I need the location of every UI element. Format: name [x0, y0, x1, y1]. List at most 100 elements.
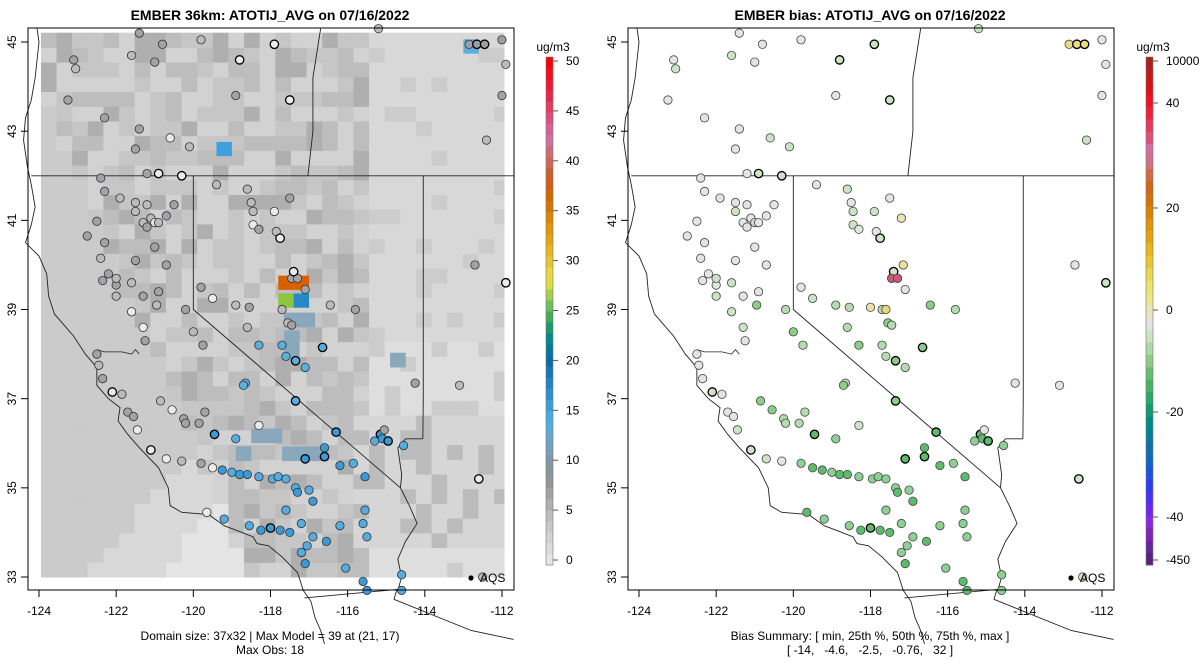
observation-point	[398, 440, 409, 451]
grid-cell	[290, 165, 308, 181]
grid-cell	[494, 444, 505, 460]
grid-cell	[353, 120, 370, 137]
observation-point	[331, 427, 341, 437]
grid-cell	[306, 474, 323, 490]
grid-cell	[337, 415, 354, 431]
grid-cell	[40, 562, 58, 578]
grid-cell	[462, 91, 479, 107]
colorbar-segment	[546, 189, 553, 202]
grid-cell	[462, 562, 479, 578]
grid-cell	[40, 135, 58, 151]
grid-cell	[134, 179, 151, 196]
grid-cell	[259, 400, 276, 416]
grid-cell	[40, 415, 58, 431]
bias-point	[734, 28, 744, 38]
grid-cell	[103, 341, 120, 357]
grid-cell	[40, 532, 58, 549]
grid-cell	[244, 62, 261, 78]
grid-cell	[494, 253, 505, 269]
grid-cell	[212, 444, 229, 460]
grid-cell	[400, 47, 417, 63]
grid-cell	[290, 76, 308, 93]
grid-cell	[134, 371, 151, 387]
state-boundary	[997, 438, 1023, 591]
grid-cell	[259, 547, 276, 563]
bias-point	[979, 425, 989, 435]
grid-cell	[72, 91, 89, 107]
colorbar-tick-label: -20	[1166, 405, 1184, 419]
colorbar-segment	[546, 410, 553, 422]
bias-point	[769, 200, 779, 210]
grid-cell	[275, 562, 292, 578]
grid-cell	[197, 488, 214, 504]
grid-cell	[197, 444, 214, 460]
grid-cell	[181, 91, 198, 107]
grid-cell	[494, 194, 505, 210]
grid-cell	[56, 385, 73, 401]
observation-point	[256, 525, 266, 535]
grid-cell	[87, 385, 104, 401]
grid-cell	[181, 371, 198, 387]
bias-point	[844, 302, 854, 312]
bias-point	[802, 507, 812, 517]
grid-cell	[322, 385, 339, 401]
grid-cell	[181, 223, 198, 240]
y-tick-label: 37	[5, 392, 19, 406]
grid-cell	[369, 326, 386, 343]
grid-cell	[235, 446, 252, 462]
grid-cell	[415, 297, 433, 313]
grid-cell	[87, 326, 104, 343]
grid-cell	[431, 326, 448, 343]
bias-point	[755, 396, 766, 406]
grid-cell	[337, 400, 354, 416]
observation-point	[473, 474, 484, 484]
grid-cell	[431, 297, 448, 313]
grid-cell	[119, 150, 136, 166]
grid-cell	[150, 415, 167, 431]
grid-cell	[447, 282, 464, 298]
observation-point	[99, 113, 110, 123]
grid-cell	[447, 400, 464, 416]
grid-cell	[197, 179, 214, 196]
grid-cell	[494, 503, 505, 519]
grid-cell	[228, 518, 245, 534]
grid-cell	[400, 223, 417, 240]
grid-cell	[290, 209, 308, 225]
colorbar-segment	[1146, 379, 1153, 393]
grid-cell	[134, 503, 151, 519]
grid-cell	[40, 429, 58, 446]
grid-cell	[400, 120, 417, 137]
grid-cell	[244, 32, 261, 48]
grid-cell	[212, 415, 229, 431]
grid-cell	[353, 223, 370, 240]
grid-cell	[290, 120, 308, 137]
y-tick-label: 33	[5, 570, 19, 584]
observation-point	[321, 536, 332, 546]
grid-cell	[384, 371, 401, 387]
grid-cell	[415, 518, 433, 534]
grid-cell	[447, 312, 464, 328]
grid-cell	[259, 106, 276, 122]
grid-cell	[165, 282, 183, 298]
grid-cell	[369, 194, 386, 210]
colorbar-segment	[546, 487, 553, 500]
grid-cell	[72, 165, 89, 181]
grid-cell	[40, 385, 58, 401]
grid-cell	[462, 356, 479, 372]
bias-point	[834, 55, 845, 65]
grid-cell	[337, 282, 354, 298]
colorbar-tick-label: 10	[566, 453, 580, 467]
grid-cell	[244, 135, 261, 151]
bias-point	[761, 454, 771, 464]
grid-cell	[400, 165, 417, 181]
grid-cell	[56, 238, 73, 254]
colorbar-segment	[546, 542, 553, 555]
grid-cell	[322, 223, 339, 240]
grid-cell	[431, 518, 448, 534]
grid-cell	[197, 371, 214, 387]
state-boundary	[304, 588, 398, 600]
bias-point	[796, 282, 806, 292]
grid-cell	[462, 209, 479, 225]
grid-cell	[478, 444, 495, 460]
bias-point	[919, 443, 930, 453]
